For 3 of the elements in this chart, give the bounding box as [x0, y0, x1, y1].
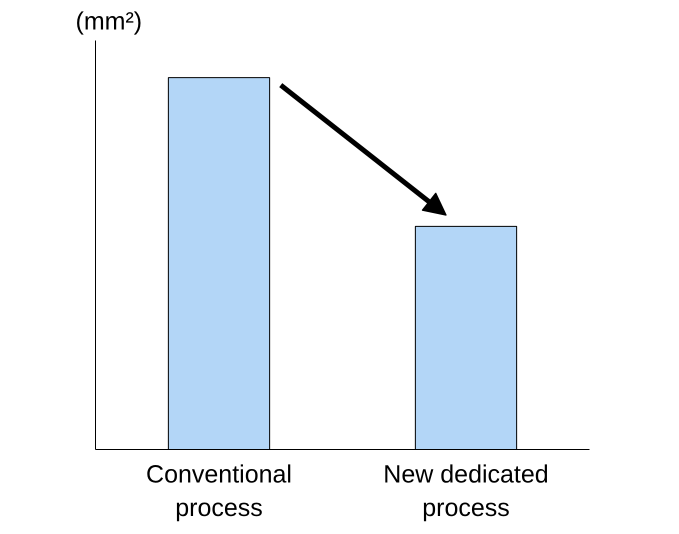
x-tick-label: New dedicated process	[383, 460, 549, 522]
x-tick-label: Conventional process	[146, 460, 292, 522]
y-axis-title: (mm²)	[76, 8, 142, 36]
